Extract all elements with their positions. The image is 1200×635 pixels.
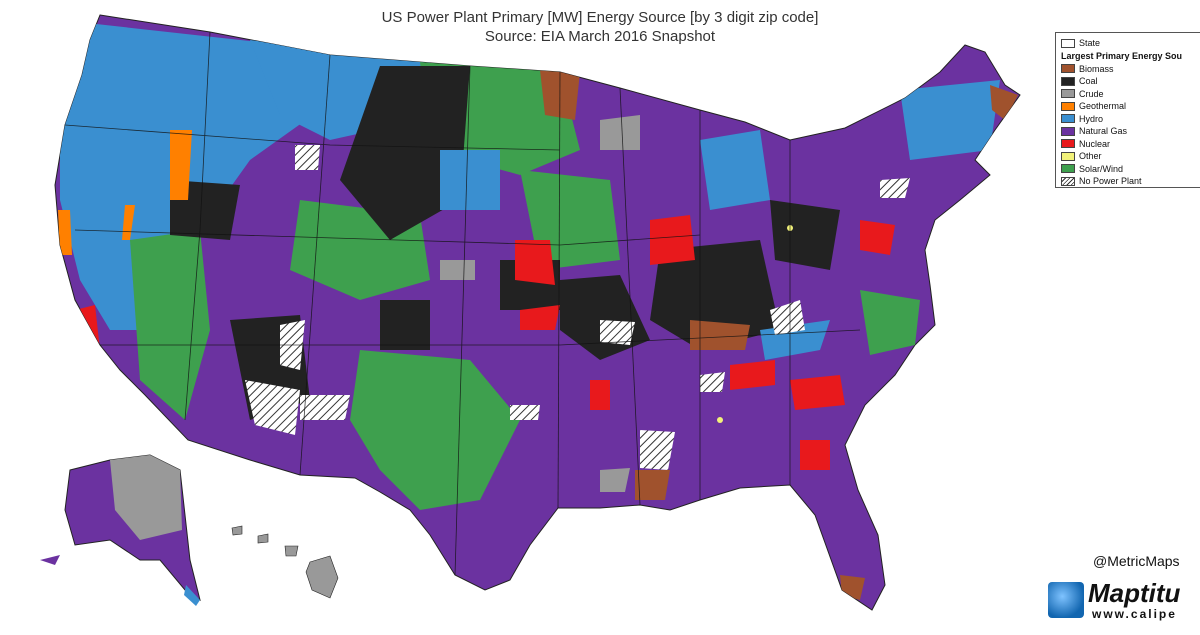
legend-item-label: Geothermal [1079,101,1127,112]
legend-swatch [1061,139,1075,149]
legend-item-label: Hydro [1079,113,1104,124]
legend-item: Coal [1061,75,1200,88]
legend-state-label: State [1079,38,1101,49]
legend-no-plant: No Power Plant [1061,175,1200,187]
map-title: US Power Plant Primary [MW] Energy Sourc… [260,8,940,46]
legend-item: Other [1061,150,1200,163]
legend: State Largest Primary Energy Sou Biomass… [1055,32,1200,188]
legend-item: Solar/Wind [1061,163,1200,176]
legend-item: Crude [1061,88,1200,101]
logo-word: Maptitu [1088,578,1181,608]
legend-item-label: Other [1079,151,1102,162]
title-line-1: US Power Plant Primary [MW] Energy Sourc… [381,9,819,26]
legend-swatch [1061,126,1075,136]
legend-item-label: Natural Gas [1079,126,1128,137]
state-swatch [1061,38,1075,48]
contiguous-us [54,14,1021,611]
legend-item-label: Crude [1079,88,1104,99]
no-plant-swatch [1061,176,1075,186]
legend-item: Hydro [1061,113,1200,126]
legend-item: Biomass [1061,63,1200,76]
globe-icon [1048,582,1084,618]
legend-swatch [1061,89,1075,99]
legend-item-label: Coal [1079,76,1098,87]
maptitude-logo: Maptitu www.calipe [1048,578,1200,624]
hawaii [231,525,339,599]
credit-handle: @MetricMaps [1093,553,1180,569]
legend-item-label: Solar/Wind [1079,163,1124,174]
title-line-2: Source: EIA March 2016 Snapshot [484,28,716,45]
legend-item: Natural Gas [1061,125,1200,138]
logo-url: www.calipe [1092,607,1177,621]
legend-item-label: Biomass [1079,63,1114,74]
legend-heading: Largest Primary Energy Sou [1061,51,1183,61]
legend-swatch [1061,101,1075,111]
alaska [40,454,201,606]
legend-item: Geothermal [1061,100,1200,113]
legend-no-plant-label: No Power Plant [1079,176,1142,187]
legend-swatch [1061,76,1075,86]
legend-item-label: Nuclear [1079,138,1111,149]
legend-swatch [1061,164,1075,174]
legend-swatch [1061,151,1075,161]
legend-items: Biomass Coal Crude Geothermal Hydro Natural G… [1061,63,1200,176]
legend-swatch [1061,114,1075,124]
legend-state: State [1061,37,1200,50]
legend-swatch [1061,64,1075,74]
legend-item: Nuclear [1061,138,1200,151]
